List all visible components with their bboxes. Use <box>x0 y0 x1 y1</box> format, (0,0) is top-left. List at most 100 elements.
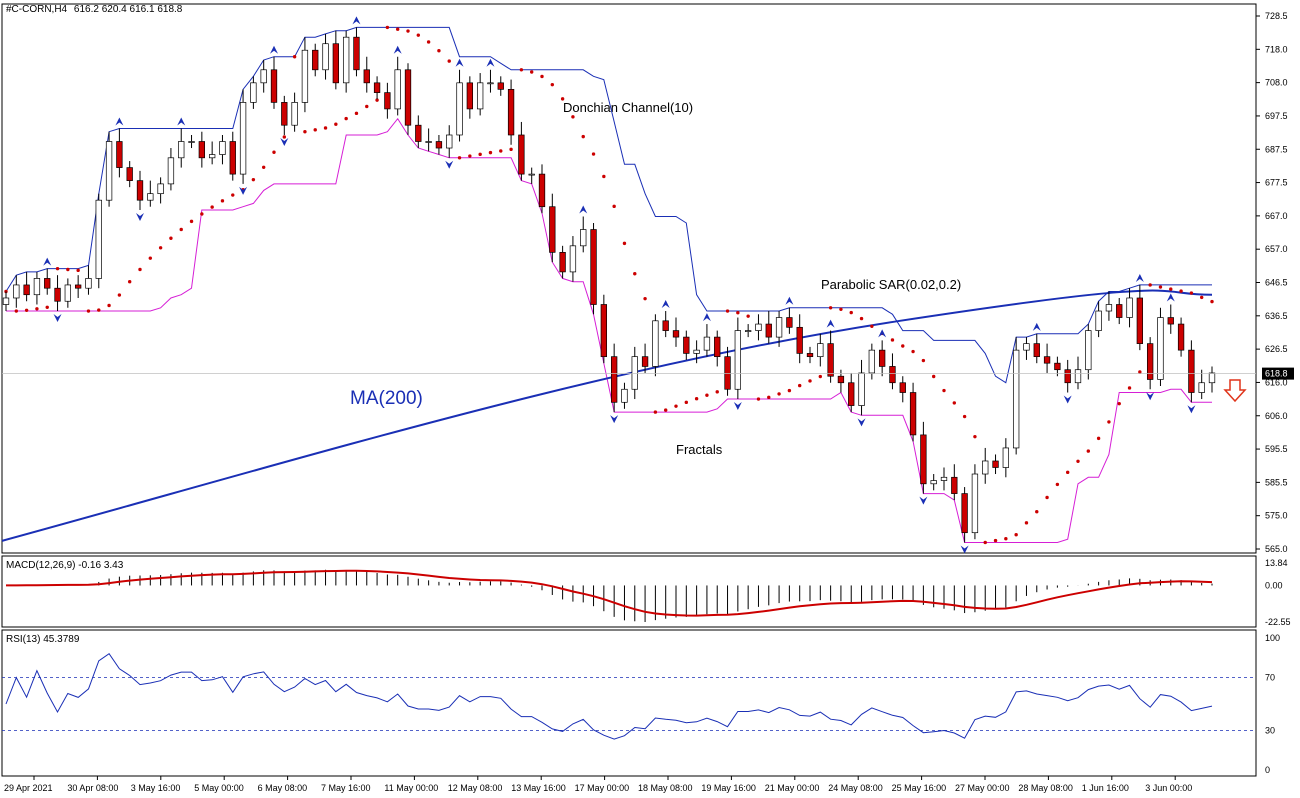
fractal-up-marker <box>270 45 278 54</box>
sar-dot <box>901 344 905 348</box>
candle <box>1105 304 1113 312</box>
sar-dot <box>952 401 957 405</box>
candle <box>714 336 721 358</box>
sar-dot <box>519 68 524 72</box>
price-tick-label: 687.5 <box>1265 144 1288 154</box>
candle <box>1157 317 1164 380</box>
sar-dot <box>1004 537 1008 541</box>
sar-dot <box>1148 283 1152 287</box>
candle <box>796 326 803 354</box>
price-tick-label: 626.5 <box>1265 344 1288 354</box>
fractal-up-marker <box>455 58 464 67</box>
candle <box>157 183 164 195</box>
sar-dot <box>292 55 297 59</box>
time-tick-label: 6 May 08:00 <box>258 783 308 793</box>
fractal-down-marker <box>1146 392 1155 401</box>
sar-dot <box>828 306 833 310</box>
sar-dot <box>550 82 555 87</box>
candle <box>332 43 340 84</box>
time-tick-label: 1 Jun 16:00 <box>1082 783 1129 793</box>
candle <box>683 336 690 354</box>
sar-dot <box>117 293 122 297</box>
candle <box>2 297 10 305</box>
sar-dot <box>158 246 163 250</box>
sar-dot <box>1199 295 1204 300</box>
candle <box>178 141 185 159</box>
candle <box>404 69 412 126</box>
sar-dot <box>66 267 70 272</box>
sar-dot <box>97 308 101 312</box>
sar-dot <box>127 280 132 284</box>
sar-dot <box>808 379 812 383</box>
price-tick-label: 657.0 <box>1265 244 1288 254</box>
sar-dot <box>220 199 225 203</box>
sar-dot <box>839 307 843 311</box>
candle <box>23 284 30 296</box>
sar-dot <box>1138 370 1142 374</box>
rsi-tick-label: 30 <box>1265 725 1275 735</box>
sar-dot <box>35 307 39 311</box>
candle <box>899 382 906 393</box>
candle <box>507 88 515 136</box>
fractal-up-marker <box>1166 293 1175 302</box>
sar-dot <box>560 97 565 101</box>
down-arrow-icon <box>1223 379 1247 403</box>
candle <box>621 388 628 403</box>
parabolic-sar-annotation: Parabolic SAR(0.02,0.2) <box>821 277 962 292</box>
candle <box>270 69 278 103</box>
candle <box>538 173 546 208</box>
sar-dot <box>76 268 80 273</box>
candle <box>600 304 608 358</box>
candle <box>456 82 463 136</box>
sar-dot <box>715 390 719 394</box>
candle <box>44 278 51 289</box>
candle <box>1054 362 1061 371</box>
candle <box>1126 297 1133 318</box>
time-tick-label: 7 May 16:00 <box>321 783 371 793</box>
sar-dot <box>323 126 328 130</box>
sar-dot <box>705 393 709 397</box>
candle <box>476 82 484 110</box>
candle <box>497 82 504 90</box>
candle <box>631 356 638 390</box>
price-tick-label: 667.0 <box>1265 211 1288 221</box>
rsi-label: RSI(13) 45.3789 <box>6 634 80 645</box>
sar-dot <box>643 296 647 301</box>
fractal-up-marker <box>579 205 588 214</box>
sar-dot <box>1055 482 1060 487</box>
symbol-label: #C-CORN,H4 <box>6 4 68 15</box>
candle <box>641 356 649 367</box>
sar-dot <box>1210 299 1214 304</box>
sar-dot <box>488 150 493 155</box>
time-tick-label: 30 Apr 08:00 <box>67 783 118 793</box>
sar-dot <box>251 177 256 182</box>
price-tick-label: 677.5 <box>1265 178 1288 188</box>
candle <box>33 278 41 296</box>
time-tick-label: 3 Jun 00:00 <box>1145 783 1192 793</box>
candle <box>569 245 577 273</box>
price-tick-label: 697.5 <box>1265 111 1288 121</box>
candle <box>95 199 102 279</box>
rsi-panel <box>2 653 1256 740</box>
price-tick-label: 616.0 <box>1265 377 1288 387</box>
fractal-up-marker <box>826 319 835 328</box>
sar-dot <box>859 316 864 321</box>
candle <box>951 476 958 494</box>
macd-signal-line <box>6 569 1213 617</box>
main-panel-border <box>1 3 1257 554</box>
sar-dot <box>1179 289 1183 293</box>
sar-dot <box>1024 521 1029 525</box>
sar-dot <box>1169 287 1173 291</box>
candle <box>229 141 236 175</box>
sar-dot <box>993 538 998 543</box>
sar-dot <box>138 267 142 272</box>
sar-dot <box>633 272 637 276</box>
candle <box>858 372 865 406</box>
fractal-down-marker <box>857 418 866 427</box>
donchian-upper-line <box>5 26 1212 384</box>
fractal-up-marker <box>177 117 186 126</box>
candle <box>85 278 92 289</box>
candle <box>703 336 711 351</box>
sar-dot <box>591 152 596 156</box>
